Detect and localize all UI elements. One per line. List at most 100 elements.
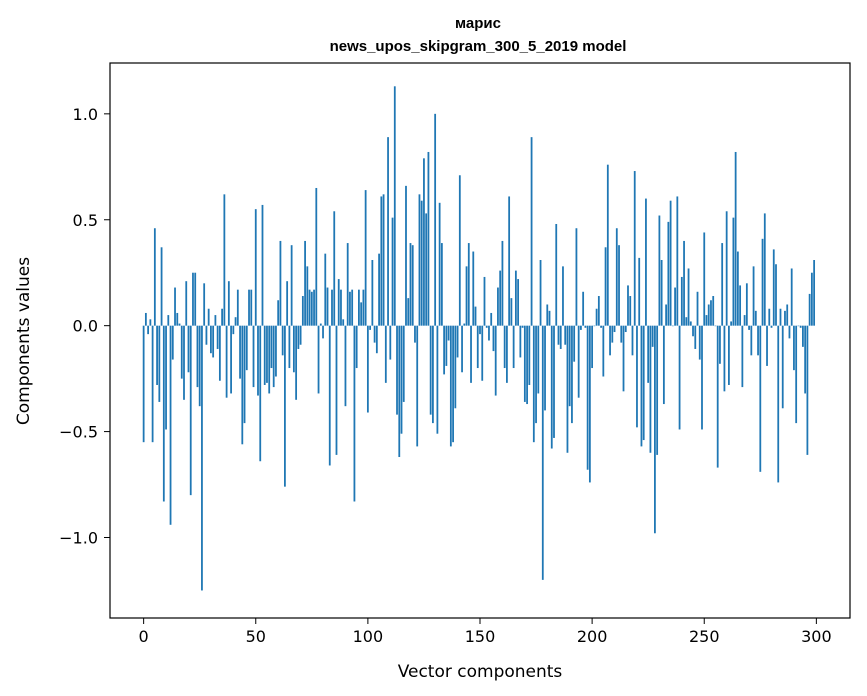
bar-152 [483,276,486,326]
bar-247 [696,291,699,326]
bar-88 [340,289,342,326]
bar-58 [272,325,275,388]
bar-167 [517,279,520,326]
bar-155 [490,312,493,326]
bar-132 [438,202,441,326]
bar-135 [445,325,448,366]
bar-13 [171,325,174,360]
bar-147 [472,251,475,326]
bar-174 [532,325,535,443]
bar-175 [535,325,537,424]
y-tick-label: 0.5 [73,211,98,230]
bar-238 [676,196,679,326]
bar-253 [710,300,712,326]
bar-179 [544,325,546,411]
bar-74 [308,289,311,326]
bar-223 [642,325,645,441]
bar-251 [705,315,708,326]
bar-262 [730,321,733,326]
bar-107 [382,194,385,326]
bar-149 [476,325,479,369]
bar-279 [768,308,771,326]
bar-260 [725,211,728,326]
bar-214 [622,325,625,392]
bar-105 [378,253,380,326]
bar-140 [456,325,459,358]
bar-281 [772,249,775,326]
bar-284 [779,308,782,326]
bar-184 [555,223,558,326]
bar-27 [203,283,206,326]
x-tick-label: 0 [139,627,149,646]
bar-92 [349,291,351,326]
bar-7 [158,325,161,402]
bar-192 [573,325,576,362]
bar-94 [353,325,356,502]
bar-196 [582,291,585,326]
bar-188 [564,325,567,345]
bar-278 [766,325,768,366]
bars-group [142,86,816,591]
bar-187 [562,266,564,326]
bar-11 [167,315,170,326]
bar-59 [275,325,277,377]
bar-228 [654,325,656,534]
bar-244 [689,321,692,326]
chart-title: марис [455,15,501,32]
bar-126 [425,213,428,326]
bar-12 [169,325,172,525]
bar-127 [427,151,430,326]
bar-211 [615,228,618,326]
bar-163 [508,196,511,326]
bar-274 [757,325,759,356]
bar-54 [263,325,266,385]
bar-177 [539,260,542,326]
x-tick-label: 250 [689,627,720,646]
bar-134 [443,325,446,375]
bar-225 [647,325,650,383]
x-tick-label: 300 [801,627,832,646]
bar-289 [790,268,793,326]
bar-63 [284,325,286,487]
bar-288 [788,325,791,339]
bar-232 [662,325,665,405]
bar-168 [519,325,522,358]
bar-198 [586,325,589,470]
bar-158 [497,287,499,326]
bar-83 [328,325,331,466]
bar-115 [400,325,403,434]
bar-243 [687,268,690,326]
bar-108 [384,325,387,383]
bar-150 [479,325,481,335]
bar-99 [364,190,367,326]
bar-219 [633,171,636,326]
bar-263 [732,217,735,326]
bar-186 [559,325,562,349]
bar-80 [322,325,324,339]
bar-182 [550,325,553,449]
bar-90 [344,325,347,407]
bar-190 [568,325,571,407]
bar-129 [432,325,434,424]
bar-235 [669,200,672,326]
bar-66 [290,245,293,326]
bar-290 [793,325,795,371]
bar-136 [447,325,450,341]
bar-103 [373,325,376,343]
bar-217 [629,296,632,326]
bar-233 [665,304,668,326]
bar-285 [781,325,784,409]
bar-116 [402,325,405,402]
bar-212 [618,245,620,326]
bar-112 [393,86,396,326]
bar-240 [680,276,683,326]
bar-191 [571,325,573,424]
bar-62 [281,325,284,356]
bar-151 [481,325,484,381]
x-axis-label: Vector components [398,662,563,682]
bar-169 [521,325,524,328]
x-tick-label: 100 [353,627,384,646]
bar-93 [351,289,354,326]
bar-234 [667,221,670,326]
y-tick-label: 1.0 [73,105,98,124]
